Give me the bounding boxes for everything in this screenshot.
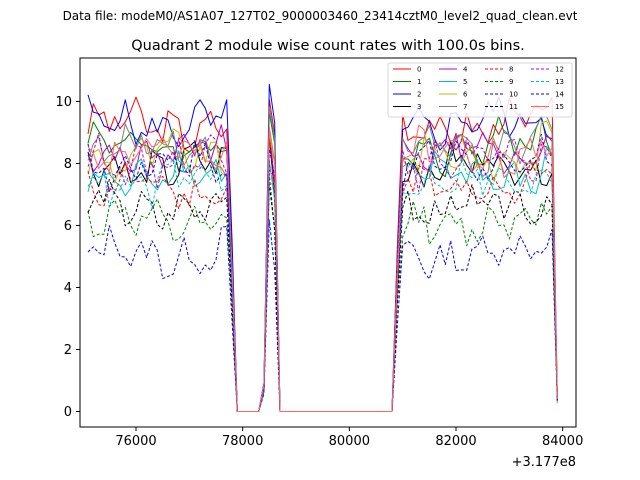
legend-label-13: 13 xyxy=(555,78,564,86)
legend-label-2: 2 xyxy=(417,91,421,99)
series-layer xyxy=(87,83,558,412)
axes-layer: 76000 78000 80000 82000 84000 0 2 4 6 8 10 xyxy=(55,95,583,449)
series-line-7 xyxy=(87,106,558,412)
legend-label-15: 15 xyxy=(555,103,564,111)
legend-label-4: 4 xyxy=(463,66,468,74)
legend-label-0: 0 xyxy=(417,66,421,74)
y-tick-label: 0 xyxy=(64,405,72,420)
legend-label-12: 12 xyxy=(555,66,564,74)
series-line-14 xyxy=(87,133,558,412)
series-line-12 xyxy=(87,132,558,412)
x-tick-label: 82000 xyxy=(435,434,476,449)
x-offset-label: +3.177e8 xyxy=(512,455,576,470)
legend-label-6: 6 xyxy=(463,91,468,99)
series-line-10 xyxy=(87,219,558,412)
y-tick-label: 10 xyxy=(55,95,72,110)
x-tick-label: 84000 xyxy=(542,434,583,449)
y-tick-label: 4 xyxy=(64,281,72,296)
legend-label-1: 1 xyxy=(417,78,421,86)
x-tick-label: 80000 xyxy=(329,434,370,449)
y-tick-label: 6 xyxy=(64,219,72,234)
legend-label-5: 5 xyxy=(463,78,467,86)
legend-label-3: 3 xyxy=(417,103,421,111)
series-line-6 xyxy=(87,120,558,412)
series-line-9 xyxy=(87,173,558,412)
series-line-8 xyxy=(87,137,558,412)
series-line-5 xyxy=(87,146,558,412)
series-line-15 xyxy=(87,124,558,412)
legend-label-10: 10 xyxy=(509,91,518,99)
chart-suptitle: Data file: modeM0/AS1A07_127T02_90000034… xyxy=(63,9,578,23)
legend-label-14: 14 xyxy=(555,91,564,99)
y-tick-label: 2 xyxy=(64,343,72,358)
legend-label-11: 11 xyxy=(509,103,518,111)
series-line-13 xyxy=(87,156,558,412)
chart-title: Quadrant 2 module wise count rates with … xyxy=(131,38,525,54)
x-tick-label: 76000 xyxy=(115,434,156,449)
legend-label-7: 7 xyxy=(463,103,467,111)
plot-frame xyxy=(79,57,577,428)
x-tick-label: 78000 xyxy=(222,434,263,449)
series-line-4 xyxy=(87,124,558,412)
y-tick-label: 8 xyxy=(64,157,72,172)
legend-label-8: 8 xyxy=(509,66,513,74)
legend-box xyxy=(387,62,573,118)
legend-label-9: 9 xyxy=(509,78,513,86)
